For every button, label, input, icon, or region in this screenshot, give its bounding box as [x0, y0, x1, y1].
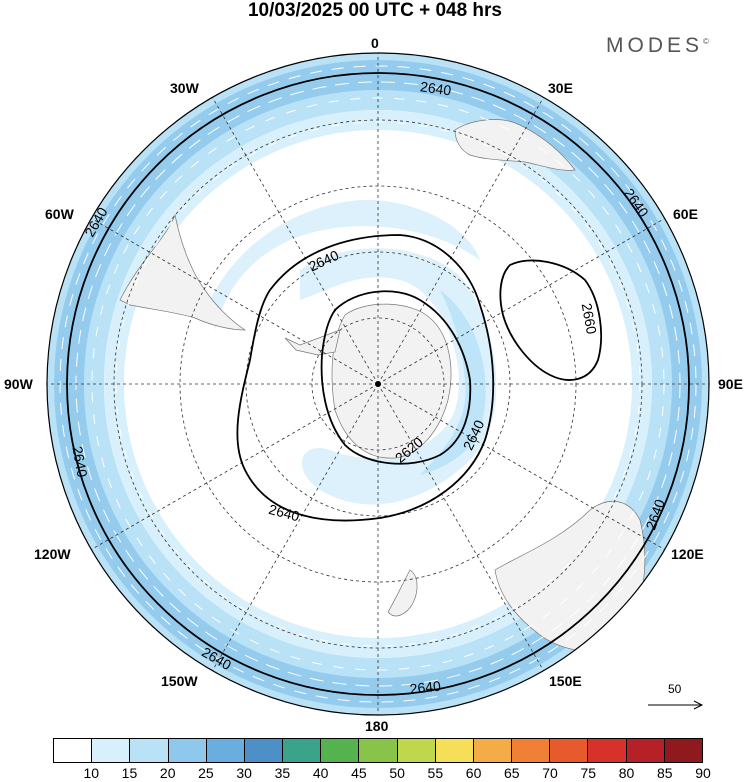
colorbar-label: 75	[580, 765, 597, 781]
lon-label-30w: 30W	[170, 80, 199, 96]
land-africa	[454, 119, 576, 171]
contour-label: 2640	[419, 78, 452, 98]
land-antarctica	[331, 303, 452, 459]
colorbar-box	[396, 738, 435, 763]
contour-2660	[499, 259, 603, 381]
colorbar-box	[205, 738, 244, 763]
reference-vector: 50	[648, 680, 706, 720]
colorbar-label: 60	[465, 765, 482, 781]
colorbar-label: 85	[656, 765, 673, 781]
lon-label-150w: 150W	[161, 673, 198, 689]
contour-2640-inner	[236, 234, 495, 522]
lon-label-30e: 30E	[548, 80, 573, 96]
colorbar-label: 10	[83, 765, 100, 781]
colorbar-label: 30	[236, 765, 252, 781]
contour-label: 2640	[69, 445, 90, 479]
lon-label-120e: 120E	[671, 546, 704, 562]
colorbar-box	[472, 738, 512, 763]
lon-label-120w: 120W	[34, 546, 71, 562]
map-title: 10/03/2025 00 UTC + 048 hrs	[247, 0, 503, 21]
map-disc: 2640 2640 2640 2640 2640 2640 2640 2640 …	[47, 53, 709, 715]
colorbar-boxes	[53, 738, 703, 763]
wind-shade-inner-arc-west	[210, 199, 480, 330]
colorbar-box	[358, 738, 397, 763]
colorbar-label: 55	[427, 765, 444, 781]
colorbar-label: 90	[695, 765, 711, 781]
contour-label: 2640	[409, 678, 442, 697]
colorbar-label: 45	[351, 765, 367, 781]
lon-label-90w: 90W	[4, 376, 33, 392]
contour-label: 2660	[579, 302, 600, 336]
colorbar-box	[320, 738, 359, 763]
colorbar-box	[167, 738, 206, 763]
colorbar-box	[625, 738, 664, 763]
colorbar-box	[53, 738, 92, 763]
colorbar-box	[663, 738, 703, 763]
reference-vector-label: 50	[668, 682, 682, 696]
colorbar-label: 70	[542, 765, 558, 781]
colorbar-label: 80	[618, 765, 635, 781]
contour-2640-outer	[66, 72, 690, 696]
colorbar-label: 20	[159, 765, 176, 781]
contour-label: 2640	[267, 501, 301, 525]
colorbar-label: 15	[121, 765, 138, 781]
lon-label-150e: 150E	[549, 673, 582, 689]
colorbar-box	[282, 738, 321, 763]
land-antarctic-peninsula	[284, 329, 341, 356]
reference-arrow-icon	[648, 700, 704, 710]
colorbar-box	[129, 738, 168, 763]
height-contours	[66, 72, 690, 696]
land-masses	[119, 119, 646, 652]
lon-label-90e: 90E	[718, 376, 743, 392]
colorbar-label: 25	[198, 765, 214, 781]
lon-label-0: 0	[371, 35, 379, 51]
colorbar-label: 65	[504, 765, 520, 781]
colorbar-label: 40	[312, 765, 329, 781]
map-border	[46, 52, 710, 716]
colorbar-label: 50	[389, 765, 405, 781]
colorbar-box	[511, 738, 550, 763]
contour-2620	[320, 290, 472, 465]
wind-shade-inner-band	[300, 248, 497, 505]
lon-label-180: 180	[365, 718, 389, 734]
modes-logo: MODES©	[606, 34, 709, 57]
colorbar: 10 15 20 25 30 35 40 45 50 55 60 65 70 75 80 85 90	[53, 738, 711, 782]
lon-label-60e: 60E	[673, 206, 698, 222]
wind-shade-inner-mid	[420, 290, 486, 475]
colorbar-label: 35	[274, 765, 291, 781]
colorbar-box	[587, 738, 626, 763]
colorbar-box	[243, 738, 283, 763]
lon-label-60w: 60W	[45, 206, 74, 222]
colorbar-box	[549, 738, 588, 763]
south-pole-dot	[375, 381, 381, 387]
colorbar-box	[434, 738, 473, 763]
land-new-zealand	[387, 569, 418, 617]
colorbar-box	[91, 738, 130, 763]
land-south-america	[119, 213, 247, 331]
